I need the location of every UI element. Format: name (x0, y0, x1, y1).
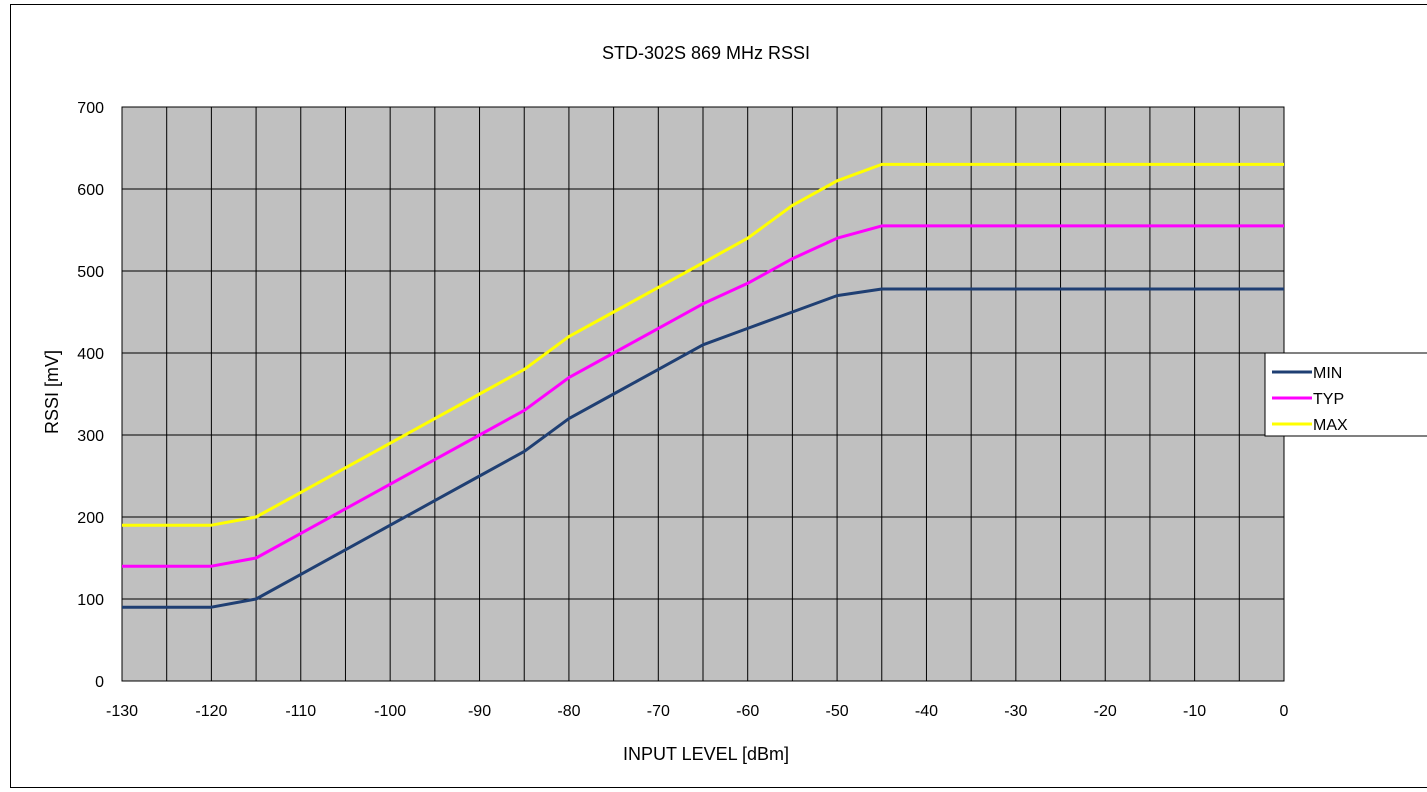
x-tick-label: -110 (285, 703, 316, 720)
x-tick-label: -40 (915, 703, 938, 720)
x-tick-label: 0 (1280, 703, 1289, 720)
tick-labels: -130 -120 -110 -100 -90 -80 -70 -60 -50 -40 -30 -20… (77, 100, 1288, 720)
x-tick-label: -90 (468, 703, 491, 720)
y-tick-label: 300 (77, 428, 104, 445)
y-tick-label: 0 (95, 674, 104, 691)
series-layer (122, 162, 1284, 609)
legend-label-typ: TYP (1313, 391, 1344, 408)
x-tick-label: -70 (647, 703, 670, 720)
x-tick-label: -50 (826, 703, 849, 720)
x-tick-label: -100 (374, 703, 406, 720)
legend-box (1264, 352, 1427, 437)
x-tick-label: -60 (736, 703, 759, 720)
chart-title: STD-302S 869 MHz RSSI (602, 43, 810, 63)
series-line-typ (122, 224, 1284, 568)
y-tick-label: 100 (77, 592, 104, 609)
x-tick-label: -130 (106, 703, 138, 720)
legend-label-min: MIN (1313, 365, 1342, 382)
x-tick-label: -80 (557, 703, 580, 720)
y-tick-label: 600 (77, 182, 104, 199)
series-line-max (122, 162, 1284, 527)
x-tick-label: -30 (1004, 703, 1027, 720)
x-tick-label: -10 (1183, 703, 1206, 720)
y-tick-label: 700 (77, 100, 104, 117)
series-line-min (122, 287, 1284, 609)
y-tick-label: 400 (77, 346, 104, 363)
legend: MIN TYP MAX (1264, 352, 1427, 437)
y-tick-label: 200 (77, 510, 104, 527)
x-tick-label: -20 (1094, 703, 1117, 720)
legend-label-max: MAX (1313, 417, 1348, 434)
y-tick-label: 500 (77, 264, 104, 281)
y-axis-label: RSSI [mV] (42, 350, 62, 434)
x-axis-label: INPUT LEVEL [dBm] (623, 744, 789, 764)
x-tick-label: -120 (195, 703, 227, 720)
grid-lines (121, 106, 1285, 682)
